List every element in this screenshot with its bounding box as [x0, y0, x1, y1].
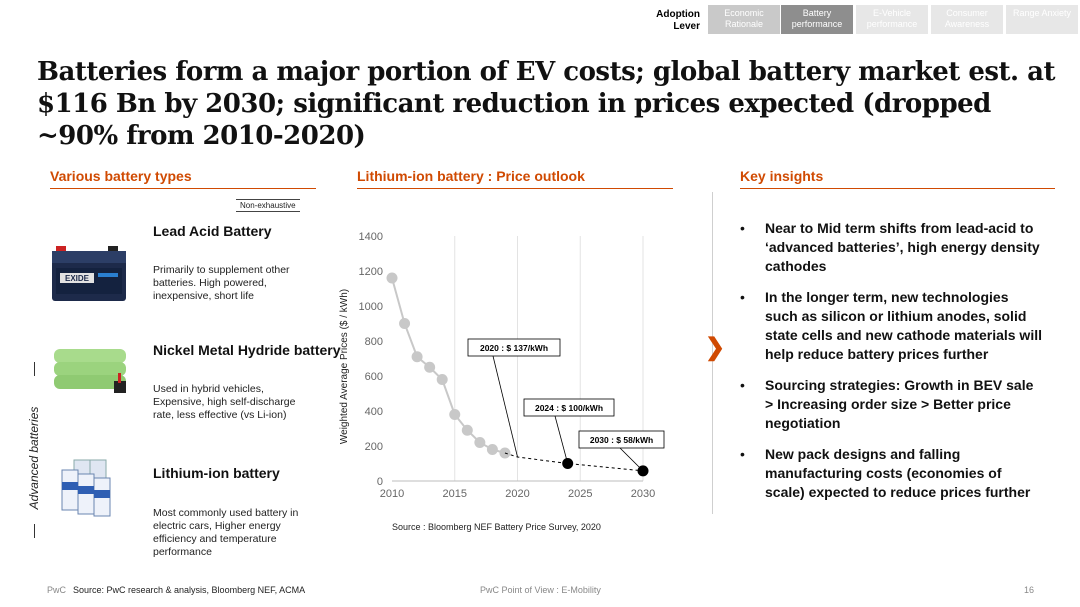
historical-price-point	[461, 424, 473, 436]
y-tick-label: 0	[377, 476, 383, 488]
y-tick-label: 1400	[359, 231, 383, 243]
y-tick-label: 1000	[359, 301, 383, 313]
projected-price-line	[504, 452, 644, 472]
advanced-batteries-label: Advanced batteries	[24, 375, 44, 540]
x-tick-label: 2010	[380, 488, 404, 500]
lithium-ion-description: Most commonly used battery in electric c…	[153, 507, 299, 558]
annotation-label: 2024 : $ 100/kWh	[535, 403, 603, 413]
y-tick-label: 600	[365, 371, 383, 383]
annotation-leader-line	[492, 355, 518, 458]
annotation-leader-line	[554, 415, 569, 464]
nimh-description: Used in hybrid vehicles, Expensive, high…	[153, 383, 296, 421]
footer-source: Source: PwC research & analysis, Bloombe…	[73, 585, 306, 595]
page-title: Batteries form a major portion of EV cos…	[37, 57, 1056, 151]
advanced-batteries-bracket-top	[34, 362, 35, 376]
column-divider	[712, 192, 713, 514]
page-number: 16	[1024, 585, 1035, 595]
y-tick-label: 800	[365, 336, 383, 348]
tab-economic-rationale[interactable]: Economic Rationale	[708, 5, 780, 34]
x-tick-label: 2025	[568, 488, 592, 500]
historical-price-point	[411, 351, 423, 363]
exide-logo-text: EXIDE	[65, 274, 90, 283]
annotation-label: 2030 : $ 58/kWh	[590, 435, 653, 445]
section-header-key-insights: Key insights	[740, 168, 1055, 189]
tab-range-anxiety[interactable]: Range Anxiety	[1006, 5, 1078, 34]
y-tick-label: 200	[365, 441, 383, 453]
footer-brand: PwC	[47, 585, 67, 595]
tab-e-vehicle-performance[interactable]: E-Vehicle performance	[856, 5, 928, 34]
insights-list: Near to Mid term shifts from lead-acid t…	[740, 219, 1045, 514]
lead-acid-description: Primarily to supplement other batteries.…	[153, 264, 290, 302]
annotation-box	[523, 398, 615, 417]
x-tick-label: 2015	[443, 488, 467, 500]
annotation-label: 2020 : $ 137/kWh	[480, 343, 548, 353]
lithium-ion-title: Lithium-ion battery	[153, 465, 280, 481]
insight-item: New pack designs and falling manufacturi…	[740, 445, 1045, 502]
historical-price-point	[436, 374, 448, 385]
historical-price-point	[424, 361, 436, 373]
section-header-price-outlook: Lithium-ion battery : Price outlook	[357, 168, 673, 189]
footer-center-title: PwC Point of View : E-Mobility	[480, 585, 601, 595]
projected-price-point	[562, 458, 574, 469]
annotation-leader-line	[619, 447, 644, 472]
historical-price-point	[449, 409, 461, 420]
x-tick-label: 2030	[631, 488, 655, 500]
non-exhaustive-note: Non-exhaustive	[236, 199, 300, 212]
annotation-box	[467, 338, 561, 357]
advanced-batteries-text: Advanced batteries	[27, 406, 41, 509]
y-axis-label: Weighted Average Prices ($ / kWh)	[339, 289, 350, 444]
insight-item: Near to Mid term shifts from lead-acid t…	[740, 219, 1045, 276]
nimh-battery-pack-image	[54, 349, 126, 393]
x-tick-label: 2020	[505, 488, 529, 500]
historical-price-point	[399, 318, 411, 329]
y-tick-label: 400	[365, 406, 383, 418]
chevron-right-icon: ❯	[705, 334, 726, 361]
lead-acid-battery-image: EXIDE	[52, 246, 126, 301]
y-tick-label: 1200	[359, 266, 383, 278]
chart-source: Source : Bloomberg NEF Battery Price Sur…	[392, 522, 601, 532]
advanced-batteries-bracket-bottom	[34, 524, 35, 538]
tab-battery-performance[interactable]: Battery performance	[781, 5, 853, 34]
annotation-box	[578, 430, 665, 449]
lithium-ion-battery-image	[61, 459, 111, 517]
insight-item: In the longer term, new technologies suc…	[740, 288, 1045, 364]
adoption-lever-label: Adoption Lever	[656, 9, 700, 32]
historical-price-line	[391, 277, 506, 454]
historical-price-point	[386, 272, 398, 284]
price-outlook-chart: 0 200 400 600 800 1000 1200 1400 2010 2015 2020 202…	[339, 231, 665, 500]
nimh-title: Nickel Metal Hydride battery	[153, 342, 341, 358]
historical-price-point	[486, 444, 498, 455]
historical-price-point	[474, 437, 486, 448]
section-header-battery-types: Various battery types	[50, 168, 316, 189]
insight-item: Sourcing strategies: Growth in BEV sale …	[740, 376, 1045, 433]
tab-consumer-awareness[interactable]: Consumer Awareness	[931, 5, 1003, 34]
lead-acid-title: Lead Acid Battery	[153, 223, 272, 239]
